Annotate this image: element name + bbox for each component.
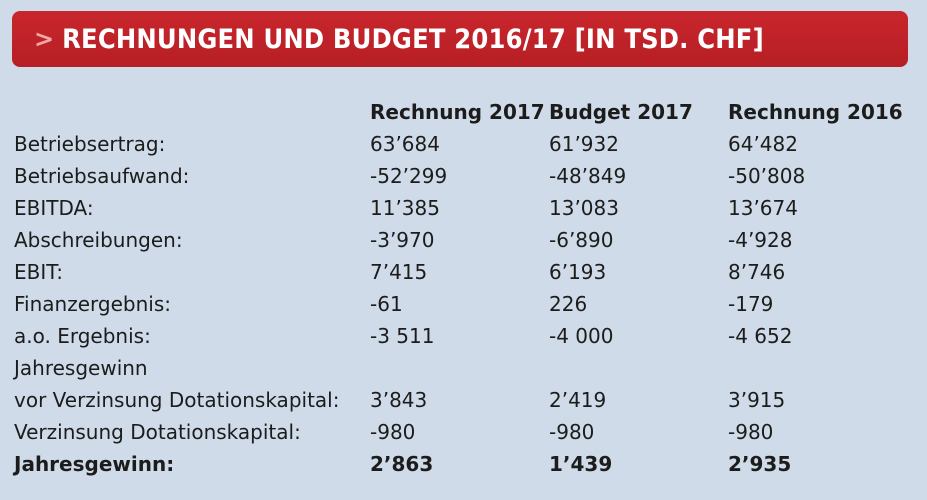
cell-rechnung-2016: -179 (728, 292, 774, 316)
row-label: Betriebsertrag: (14, 132, 166, 156)
cell-rechnung-2017: -3’970 (370, 228, 435, 252)
cell-rechnung-2017: -52’299 (370, 164, 448, 188)
cell-rechnung-2017: 11’385 (370, 196, 440, 220)
cell-rechnung-2017: -61 (370, 292, 403, 316)
cell-budget-2017: -48’849 (549, 164, 627, 188)
row-label: Betriebsaufwand: (14, 164, 190, 188)
chevron-icon: > (34, 25, 55, 53)
table-row: Finanzergebnis: -61 226 -179 (14, 288, 898, 320)
cell-rechnung-2016: -4’928 (728, 228, 793, 252)
cell-rechnung-2016: -980 (728, 420, 774, 444)
table-row: EBITDA: 11’385 13’083 13’674 (14, 192, 898, 224)
cell-rechnung-2016: 8’746 (728, 260, 786, 284)
row-label: Jahresgewinn (14, 356, 148, 380)
cell-rechnung-2017: -980 (370, 420, 416, 444)
cell-budget-2017: -6’890 (549, 228, 614, 252)
title-banner: > RECHNUNGEN UND BUDGET 2016/17 [IN TSD.… (12, 11, 908, 67)
table-row: vor Verzinsung Dotationskapital: 3’843 2… (14, 384, 898, 416)
cell-rechnung-2016: 3’915 (728, 388, 786, 412)
row-label: vor Verzinsung Dotationskapital: (14, 388, 340, 412)
table-row: Betriebsertrag: 63’684 61’932 64’482 (14, 128, 898, 160)
cell-budget-2017: 6’193 (549, 260, 607, 284)
page-title: RECHNUNGEN UND BUDGET 2016/17 [IN TSD. C… (62, 23, 764, 55)
cell-rechnung-2017: 63’684 (370, 132, 440, 156)
table-row-total: Jahresgewinn: 2’863 1’439 2’935 (14, 448, 898, 480)
row-label: EBITDA: (14, 196, 94, 220)
cell-rechnung-2017: -3 511 (370, 324, 435, 348)
row-label: Abschreibungen: (14, 228, 183, 252)
cell-rechnung-2016: 64’482 (728, 132, 798, 156)
cell-budget-2017: 61’932 (549, 132, 619, 156)
table-row: EBIT: 7’415 6’193 8’746 (14, 256, 898, 288)
table-row: Verzinsung Dotationskapital: -980 -980 -… (14, 416, 898, 448)
cell-budget-2017: -980 (549, 420, 595, 444)
cell-budget-2017: 226 (549, 292, 588, 316)
header-budget-2017: Budget 2017 (549, 100, 693, 124)
table-header: Rechnung 2017 Budget 2017 Rechnung 2016 (14, 96, 903, 128)
cell-budget-2017: 13’083 (549, 196, 619, 220)
table-row: Abschreibungen: -3’970 -6’890 -4’928 (14, 224, 898, 256)
row-label: a.o. Ergebnis: (14, 324, 151, 348)
cell-budget-2017: -4 000 (549, 324, 614, 348)
cell-rechnung-2017: 7’415 (370, 260, 428, 284)
table-row: a.o. Ergebnis: -3 511 -4 000 -4 652 (14, 320, 898, 352)
cell-rechnung-2017: 3’843 (370, 388, 428, 412)
table-row: Betriebsaufwand: -52’299 -48’849 -50’808 (14, 160, 898, 192)
row-label: Verzinsung Dotationskapital: (14, 420, 301, 444)
row-label: Jahresgewinn: (14, 452, 175, 476)
cell-rechnung-2016: -4 652 (728, 324, 793, 348)
row-label: EBIT: (14, 260, 64, 284)
cell-budget-2017: 1’439 (549, 452, 613, 476)
row-label: Finanzergebnis: (14, 292, 171, 316)
financial-table: Rechnung 2017 Budget 2017 Rechnung 2016 … (14, 96, 903, 480)
header-rechnung-2017: Rechnung 2017 (370, 100, 545, 124)
cell-rechnung-2016: 13’674 (728, 196, 798, 220)
table-row: Jahresgewinn (14, 352, 898, 384)
cell-rechnung-2016: 2’935 (728, 452, 792, 476)
header-rechnung-2016: Rechnung 2016 (728, 100, 903, 124)
cell-budget-2017: 2’419 (549, 388, 607, 412)
cell-rechnung-2017: 2’863 (370, 452, 434, 476)
cell-rechnung-2016: -50’808 (728, 164, 806, 188)
